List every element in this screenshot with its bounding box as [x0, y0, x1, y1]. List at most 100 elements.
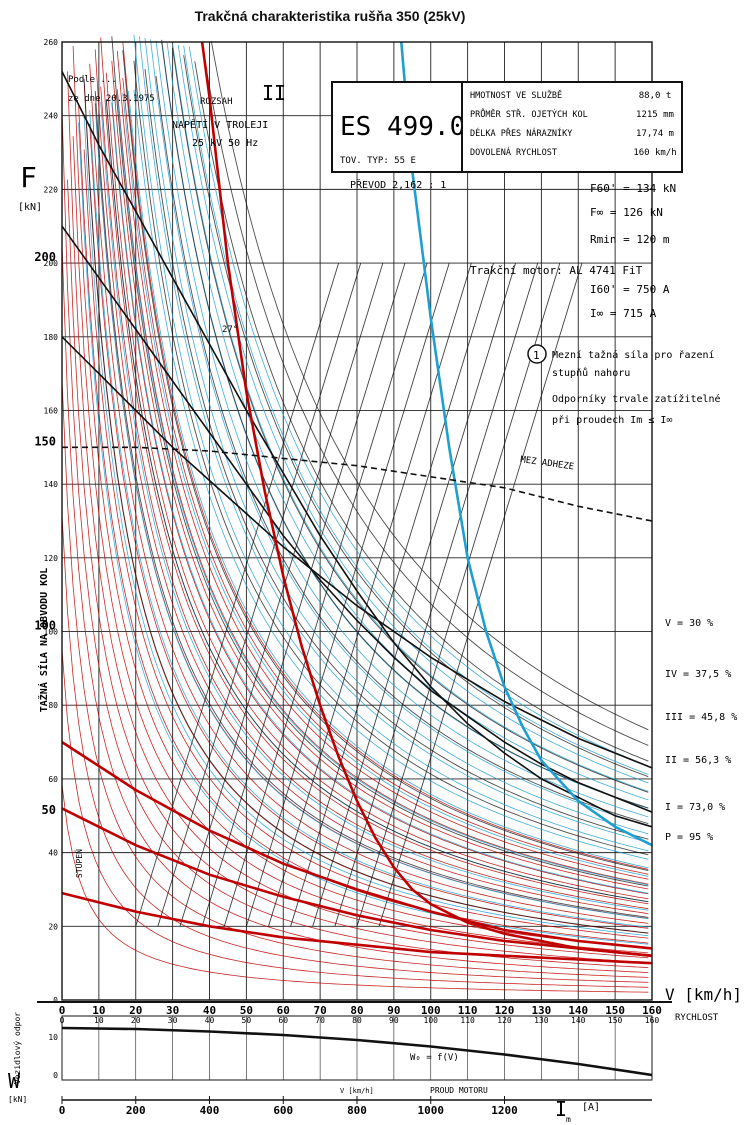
current-unit: [A]	[582, 1102, 600, 1113]
red-curve	[100, 37, 649, 905]
spec-label: DOVOLENÁ RYCHLOST	[470, 146, 557, 158]
current-sub: m	[566, 1115, 571, 1124]
y-tick-label: 60	[48, 775, 58, 784]
note1-line2: stupňů nahoru	[552, 367, 630, 379]
x-tick-label: 80	[350, 1004, 363, 1017]
step-line	[201, 262, 406, 927]
resist-x-tick: 120	[497, 1016, 512, 1025]
resist-ylabel: Vozidlový odpor	[13, 1012, 22, 1084]
deg27-label: 27°	[222, 325, 238, 335]
spec-value: 1215 mm	[636, 110, 674, 120]
step-line	[179, 262, 384, 927]
chart-title: Trakčná charakteristika rušňa 350 (25kV)	[194, 8, 466, 24]
blue-curve	[83, 115, 649, 937]
step-line	[157, 262, 362, 927]
resist-x-tick: 50	[242, 1016, 252, 1025]
step-line	[356, 262, 561, 927]
y-tick-label: 40	[48, 849, 58, 858]
spec-value: 17,74 m	[636, 129, 674, 139]
series-line	[62, 446, 653, 522]
black-curve	[133, 60, 649, 856]
resist-x-tick: 40	[205, 1016, 215, 1025]
red-curve	[78, 105, 649, 944]
black-curve	[172, 48, 649, 793]
x-tick-label: 110	[458, 1004, 478, 1017]
note1-line1: Mezní tažná síla pro řazení	[552, 349, 715, 361]
spec-label: PRŮMĚR STŘ. OJETÝCH KOL	[470, 108, 588, 120]
x-tick-label: 10	[92, 1004, 105, 1017]
grid	[61, 41, 653, 1001]
resist-y-tick: 0	[53, 1071, 58, 1080]
resist-x-tick: 130	[534, 1016, 549, 1025]
mez-adheze-label: MEZ ADHEZE	[520, 455, 575, 472]
red-curve	[61, 244, 649, 973]
series-line	[61, 225, 653, 813]
spec-value: 88,0 t	[639, 91, 672, 101]
y-axis-label: TAŽNÁ SÍLA NA OBVODU KOL	[37, 568, 50, 713]
resist-x-tick: 10	[94, 1016, 104, 1025]
axes: 0 10 20 30 40 50 60 70 80 90 100 110 120 130 140 150 160…	[34, 38, 742, 1023]
red-curve	[116, 50, 649, 880]
current-v-label: V [km/h]	[340, 1087, 374, 1095]
spec-table: HMOTNOST VE SLUŽBĚ 88,0 t PRŮMĚR STŘ. OJET…	[470, 89, 677, 158]
black-curve	[105, 99, 649, 903]
x-tick-label: 40	[203, 1004, 216, 1017]
x-tick-label: 150	[605, 1004, 625, 1017]
resist-x-tick: 160	[645, 1016, 660, 1025]
y-tick-label: 0	[53, 996, 58, 1005]
step-line	[334, 262, 539, 927]
current-tick-label: 800	[347, 1104, 367, 1117]
red-curve	[94, 49, 649, 914]
step-line	[135, 262, 339, 927]
field-item: III = 45,8 %	[665, 712, 737, 723]
spec-value: 160 km/h	[633, 148, 676, 158]
field-item: P = 95 %	[665, 832, 713, 843]
series-line	[61, 891, 653, 965]
x-tick-label: 0	[59, 1004, 66, 1017]
series-line	[61, 71, 653, 828]
resist-x-tick: 60	[278, 1016, 288, 1025]
blue-curve	[139, 36, 649, 843]
x-axis-sub-label: RYCHLOST	[675, 1013, 719, 1023]
red-curve	[61, 109, 649, 968]
y-tick-label: 240	[44, 112, 59, 121]
x-tick-label: 160	[642, 1004, 662, 1017]
black-curve	[83, 78, 649, 934]
field-item: I = 73,0 %	[665, 802, 725, 813]
black-curve	[161, 39, 649, 809]
resistance-curve	[61, 1026, 653, 1077]
prevod: PŘEVOD 2,162 : 1	[350, 178, 446, 191]
current-tick-label: 400	[200, 1104, 220, 1117]
current-tick-label: 0	[59, 1104, 66, 1117]
current-tick-label: 1200	[491, 1104, 518, 1117]
black-curve	[155, 75, 649, 825]
red-curve	[111, 60, 649, 890]
current-tick-label: 200	[126, 1104, 146, 1117]
x-tick-label: 50	[240, 1004, 253, 1017]
blue-curve	[105, 99, 649, 903]
red-curve	[111, 102, 649, 895]
red-curve	[67, 179, 649, 964]
red-curve	[61, 785, 649, 993]
note-podle: Podle ...	[68, 75, 117, 85]
current-symbol: I	[555, 1097, 567, 1121]
red-curve	[100, 86, 649, 910]
y-tick-handwritten: 50	[42, 803, 56, 817]
field-weakening-list: V = 30 % IV = 37,5 % III = 45,8 % II = 56,3…	[665, 618, 737, 843]
y-tick-label: 180	[44, 333, 59, 342]
step-line	[223, 262, 428, 927]
motor: Trakční motor: AL 4741 FiT	[470, 264, 643, 277]
blue-curve	[177, 44, 649, 784]
red-curve	[89, 63, 649, 924]
y-tick-label: 220	[44, 185, 59, 194]
resist-x-tick: 140	[571, 1016, 586, 1025]
series-line	[61, 336, 653, 769]
stupen-label: STUPEŇ	[73, 849, 84, 878]
series-line	[61, 741, 653, 950]
current-tick-label: 600	[273, 1104, 293, 1117]
x-tick-label: 140	[568, 1004, 588, 1017]
x-tick-label: 20	[129, 1004, 142, 1017]
field-item: II = 56,3 %	[665, 755, 731, 766]
series-line	[400, 41, 653, 847]
